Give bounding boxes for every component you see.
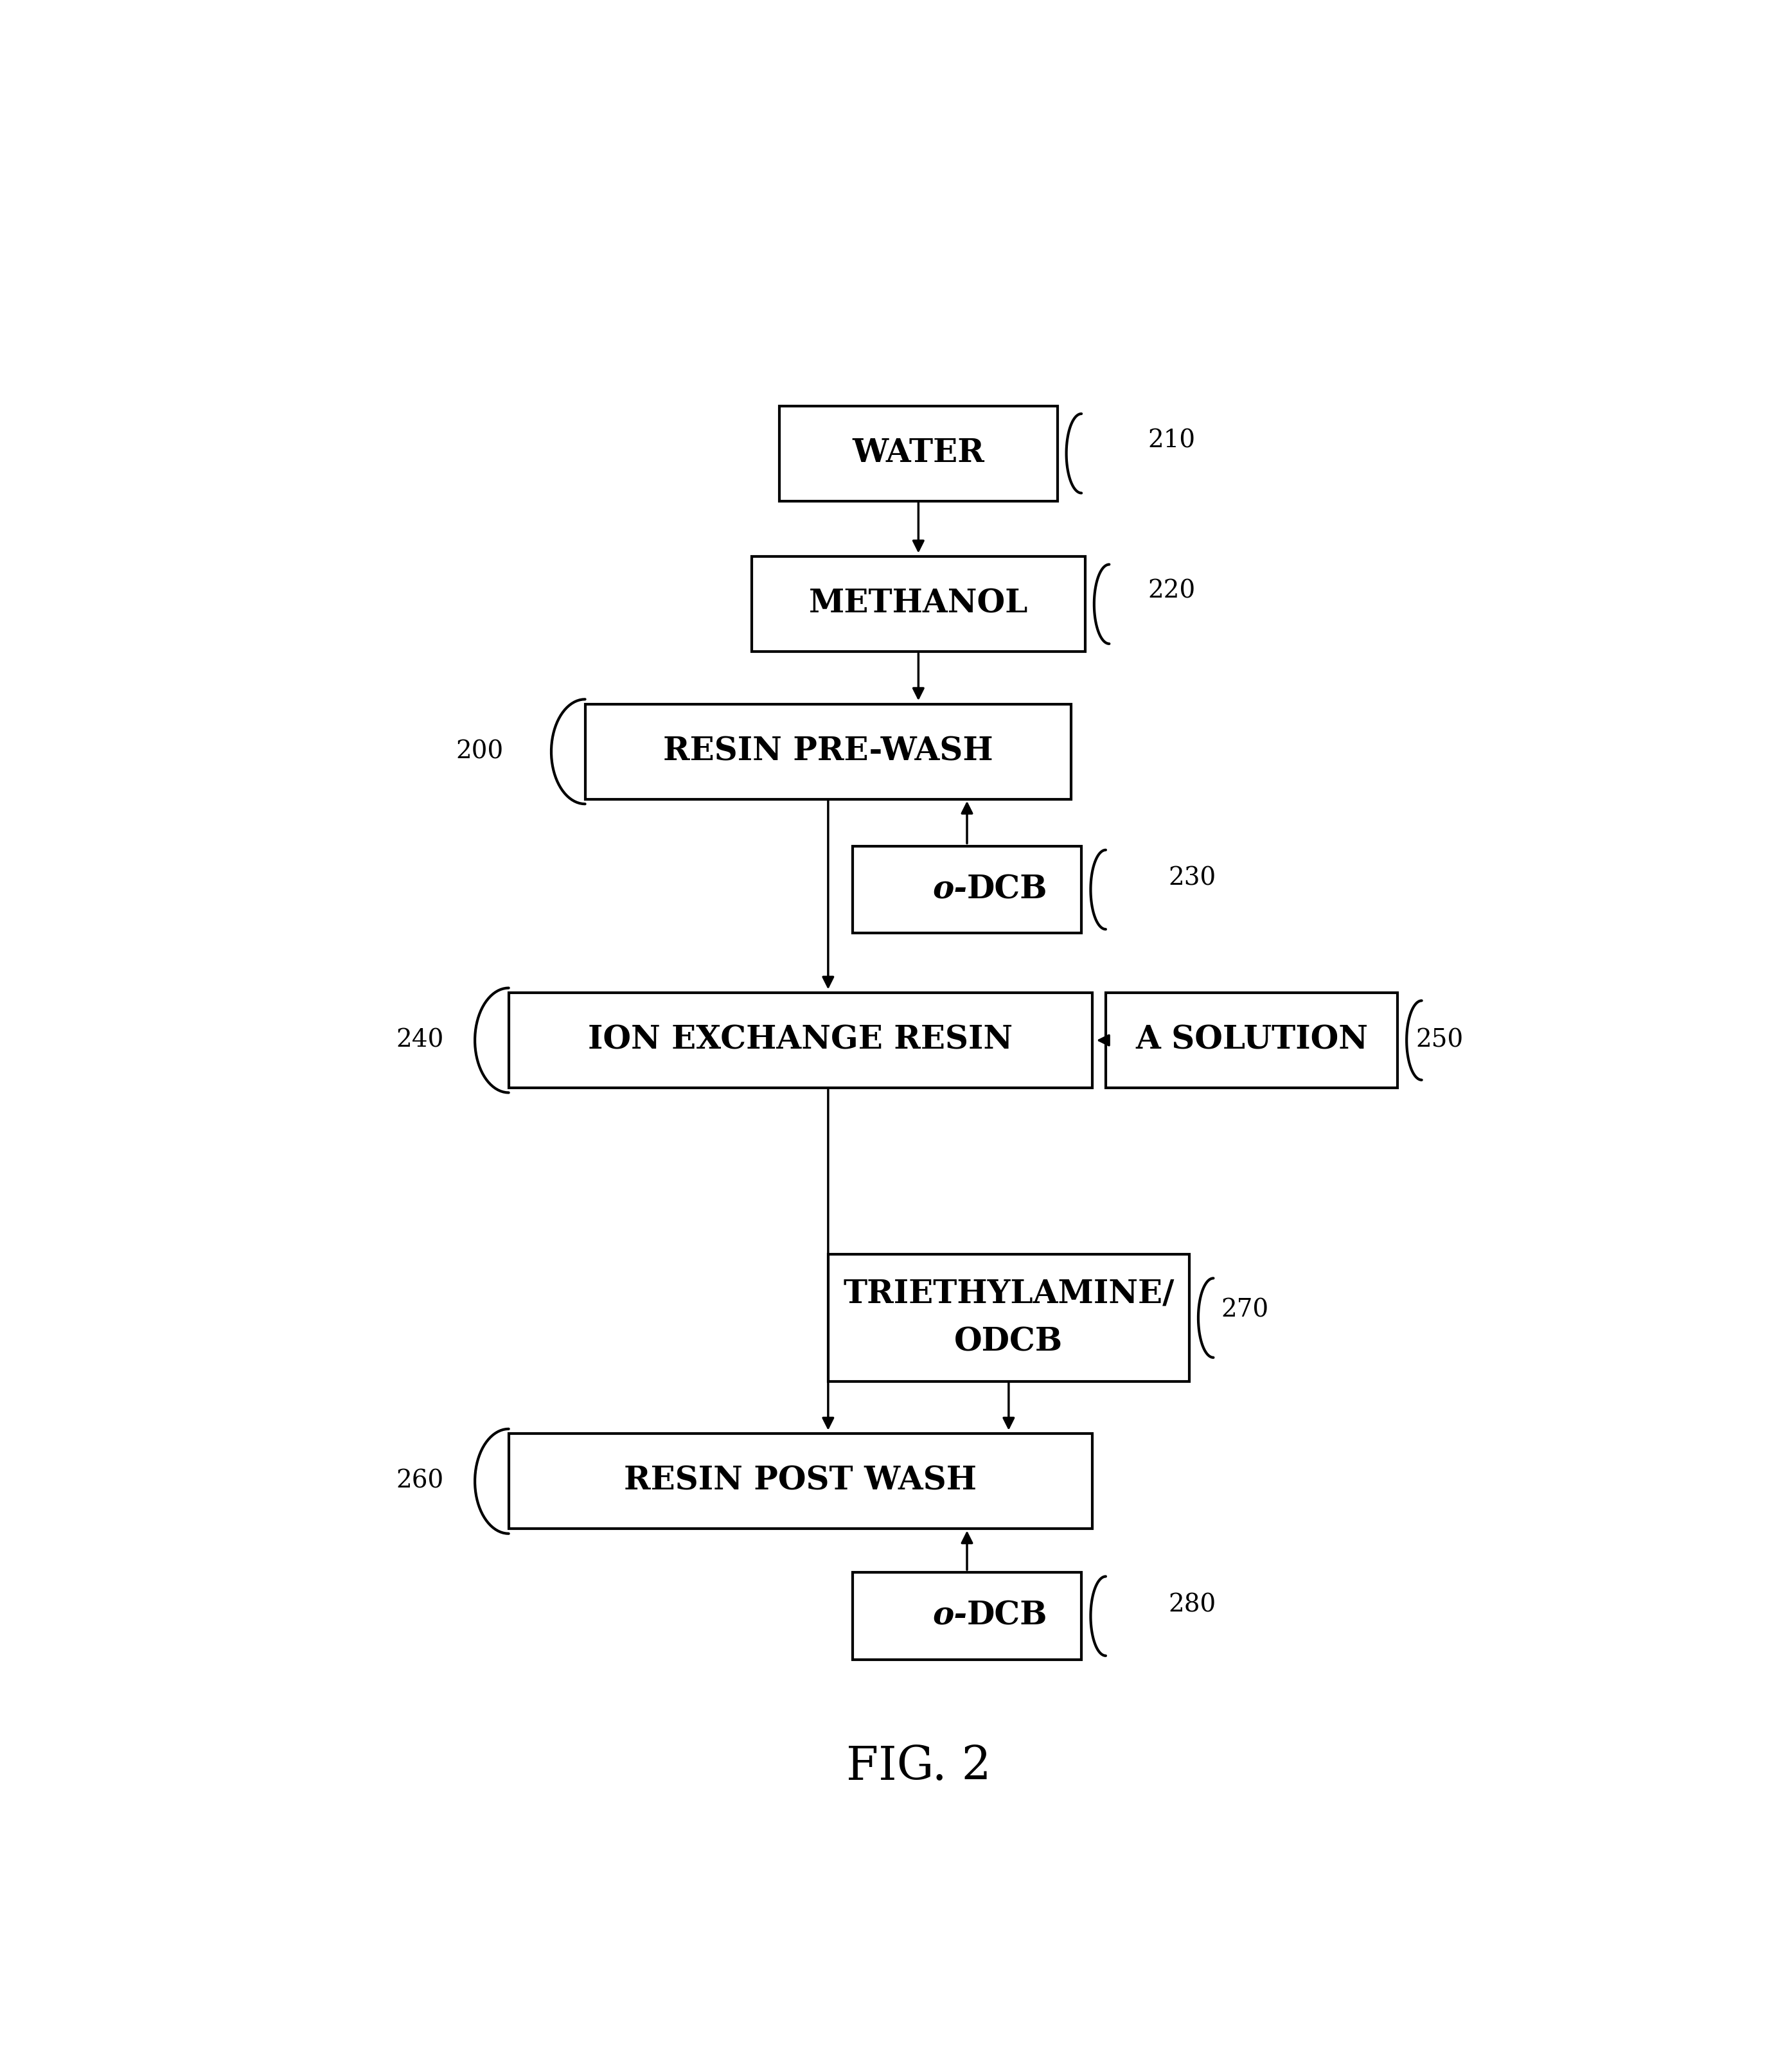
Bar (1106, 993, 1398, 1088)
Bar (509, 1434, 1091, 1529)
Text: 240: 240 (396, 1028, 444, 1053)
Text: 270: 270 (1220, 1298, 1269, 1323)
Text: 220: 220 (1147, 579, 1195, 604)
Text: o-: o- (932, 1601, 968, 1632)
Text: A SOLUTION: A SOLUTION (1136, 1024, 1367, 1057)
Text: 250: 250 (1416, 1028, 1464, 1053)
Bar (853, 847, 1082, 933)
Text: 230: 230 (1168, 867, 1217, 890)
Bar (586, 705, 1072, 799)
Bar (753, 556, 1086, 651)
Text: ODCB: ODCB (955, 1327, 1063, 1358)
Bar (509, 993, 1091, 1088)
Bar (780, 406, 1057, 501)
Text: RESIN PRE-WASH: RESIN PRE-WASH (663, 735, 993, 768)
Text: o-: o- (932, 873, 968, 904)
Text: WATER: WATER (853, 437, 984, 470)
Text: 210: 210 (1147, 428, 1195, 453)
Text: DCB: DCB (968, 873, 1048, 904)
Text: ION EXCHANGE RESIN: ION EXCHANGE RESIN (588, 1024, 1012, 1057)
Text: FIG. 2: FIG. 2 (846, 1745, 991, 1790)
Text: 260: 260 (396, 1469, 444, 1493)
Text: RESIN POST WASH: RESIN POST WASH (624, 1465, 977, 1498)
Text: 200: 200 (455, 740, 504, 764)
Text: TRIETHYLAMINE/: TRIETHYLAMINE/ (842, 1277, 1174, 1310)
Bar (853, 1572, 1082, 1660)
Text: METHANOL: METHANOL (808, 589, 1029, 620)
Text: DCB: DCB (968, 1601, 1048, 1632)
Text: 280: 280 (1168, 1592, 1217, 1617)
Bar (828, 1255, 1190, 1382)
